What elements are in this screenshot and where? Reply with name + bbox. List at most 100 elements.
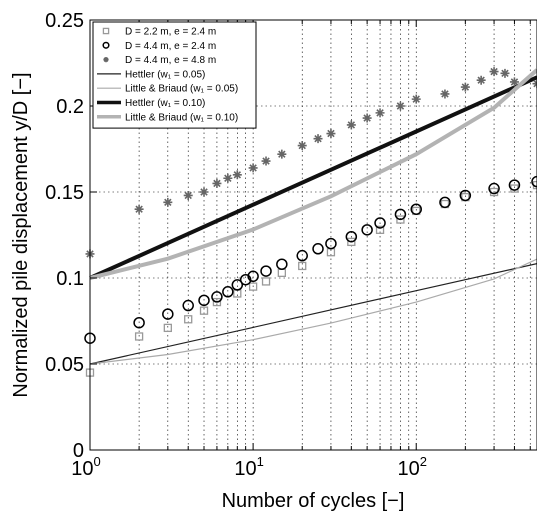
- marker-circle: [439, 196, 451, 209]
- legend-label: Little & Briaud (w₁ = 0.05): [125, 84, 238, 95]
- legend-label: D = 2.2 m, e = 2.4 m: [125, 27, 216, 38]
- marker-asterisk: [326, 129, 336, 139]
- series-markers-0: [85, 180, 537, 377]
- marker-asterisk: [248, 163, 258, 173]
- marker-square: [184, 315, 193, 324]
- x-tick-label: 100: [71, 454, 100, 480]
- marker-asterisk: [460, 82, 470, 92]
- marker-asterisk: [313, 134, 323, 144]
- marker-asterisk: [375, 108, 385, 118]
- marker-circle: [182, 299, 194, 312]
- marker-square: [212, 297, 222, 307]
- ticks: 0 0.05 0.1 0.15 0.2 0.25 100 101 102: [45, 10, 531, 480]
- series-4: [89, 258, 537, 365]
- marker-asterisk: [183, 190, 193, 200]
- y-tick-label: 0: [73, 440, 84, 462]
- marker-circle: [231, 279, 244, 291]
- marker-square: [102, 27, 110, 35]
- marker-circle: [361, 224, 373, 236]
- marker-square: [163, 323, 172, 333]
- x-axis-label: Number of cycles [−]: [222, 490, 405, 512]
- y-tick-label: 0.25: [45, 10, 84, 32]
- marker-circle: [459, 189, 472, 202]
- y-tick-label: 0.2: [56, 96, 84, 118]
- marker-circle: [374, 217, 386, 229]
- marker-square: [261, 277, 271, 286]
- legend-label: Hettler (w₁ = 0.05): [125, 69, 205, 80]
- plot-frame: [89, 19, 537, 451]
- legend-label: D = 4.4 m, e = 2.4 m: [125, 41, 216, 52]
- marker-square: [347, 237, 356, 247]
- marker-asterisk: [134, 204, 144, 214]
- marker-square: [375, 225, 385, 234]
- series-line: [89, 68, 537, 280]
- marker-circle: [296, 249, 308, 262]
- marker-asterisk: [297, 141, 307, 151]
- marker-circle: [488, 182, 500, 195]
- marker-circle: [102, 41, 110, 49]
- marker-asterisk: [362, 113, 372, 123]
- series-3: [89, 263, 537, 365]
- series-markers-2: [85, 67, 537, 259]
- legend-item: D = 2.2 m, e = 2.4 m: [102, 27, 216, 38]
- marker-asterisk: [223, 173, 233, 183]
- marker-circle: [410, 203, 422, 215]
- series-6: [89, 68, 537, 280]
- legend-label: D = 4.4 m, e = 4.8 m: [125, 55, 216, 66]
- marker-circle: [133, 316, 145, 329]
- marker-asterisk: [346, 120, 356, 130]
- marker-circle: [508, 179, 521, 191]
- marker-asterisk: [232, 170, 242, 180]
- marker-asterisk: [277, 149, 287, 159]
- x-tick-label: 102: [397, 454, 426, 480]
- x-tick-label: 101: [234, 454, 263, 480]
- marker-asterisk: [395, 101, 405, 111]
- marker-circle: [312, 243, 324, 255]
- marker-asterisk: [103, 57, 109, 63]
- marker-circle: [345, 230, 358, 243]
- y-axis-label: Normalized pile displacement y/D [−]: [10, 72, 32, 397]
- marker-asterisk: [509, 77, 519, 87]
- legend-label: Little & Briaud (w₁ = 0.10): [125, 112, 238, 123]
- marker-square: [199, 306, 209, 315]
- y-tick-label: 0.05: [45, 354, 84, 376]
- y-tick-label: 0.1: [56, 268, 84, 290]
- legend-item: Little & Briaud (w₁ = 0.05): [97, 84, 238, 95]
- marker-asterisk: [163, 197, 173, 207]
- marker-asterisk: [411, 94, 421, 104]
- marker-square: [396, 215, 405, 224]
- legend-label: Hettler (w₁ = 0.10): [125, 98, 205, 109]
- marker-circle: [239, 273, 252, 286]
- marker-asterisk: [500, 68, 510, 78]
- legend-item: D = 4.4 m, e = 2.4 m: [102, 41, 216, 52]
- series-line: [89, 75, 537, 280]
- marker-circle: [276, 258, 288, 270]
- marker-asterisk: [212, 178, 222, 188]
- series-line: [89, 258, 537, 365]
- legend-item: Little & Briaud (w₁ = 0.10): [97, 112, 238, 123]
- series-5: [89, 75, 537, 280]
- marker-asterisk: [199, 187, 209, 197]
- marker-circle: [211, 291, 223, 303]
- marker-square: [134, 332, 144, 341]
- legend: D = 2.2 m, e = 2.4 m D = 4.4 m, e = 2.4 m…: [92, 21, 257, 129]
- legend-item: D = 4.4 m, e = 4.8 m: [103, 55, 216, 66]
- marker-square: [248, 282, 258, 291]
- marker-square: [298, 261, 307, 271]
- marker-circle: [325, 237, 337, 250]
- legend-item: Hettler (w₁ = 0.10): [97, 98, 205, 109]
- marker-circle: [394, 208, 407, 221]
- marker-asterisk: [489, 67, 499, 77]
- y-tick-label: 0.15: [45, 182, 84, 204]
- marker-asterisk: [476, 75, 486, 85]
- marker-circle: [162, 308, 174, 320]
- marker-asterisk: [261, 156, 271, 166]
- series-line: [89, 263, 537, 365]
- marker-circle: [247, 270, 259, 283]
- series-layer: [84, 67, 537, 377]
- marker-circle: [260, 265, 272, 277]
- marker-circle: [198, 294, 210, 307]
- series-markers-1: [84, 175, 537, 344]
- marker-circle: [531, 175, 537, 188]
